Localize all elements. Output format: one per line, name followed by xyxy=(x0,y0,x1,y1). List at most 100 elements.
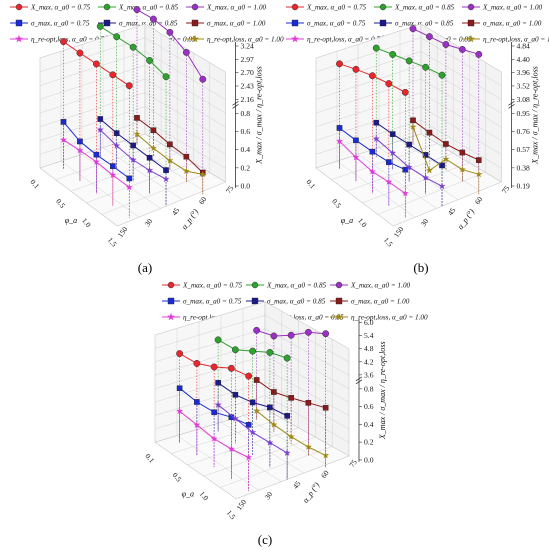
panel-a-legend-label: σ_max, α_a0 = 1.00 xyxy=(207,20,266,28)
z-tick-label: 2.16 xyxy=(241,95,254,104)
wall-gridline xyxy=(420,106,502,155)
wall-gridline xyxy=(420,78,502,128)
floor-gridline xyxy=(362,162,470,203)
wall-gridline xyxy=(144,92,226,141)
z-tick-label: 0.4 xyxy=(364,420,374,429)
wall-gridline xyxy=(144,65,226,114)
data-point xyxy=(193,421,201,428)
data-point xyxy=(60,119,67,125)
data-point xyxy=(210,363,218,371)
z-tick-label: 4.2 xyxy=(364,357,374,366)
floor-gridline xyxy=(357,154,437,209)
z-tick-label: 3.52 xyxy=(517,81,530,90)
data-point xyxy=(215,379,221,386)
panel-a-legend-marker xyxy=(103,19,111,27)
panel-a-legend-marker xyxy=(15,3,23,11)
data-point xyxy=(443,141,449,147)
z-tick-label: 5.4 xyxy=(364,331,374,340)
panel-c-legend-marker xyxy=(167,297,175,305)
panel-a-legend-marker xyxy=(190,34,200,43)
data-point xyxy=(385,80,393,88)
floor-gridline xyxy=(60,161,140,218)
data-point xyxy=(109,71,117,79)
panel-c-legend-label: η_re-opt,loss, α_a0 = 0.85 xyxy=(267,314,344,322)
data-point xyxy=(93,151,100,158)
data-point xyxy=(442,155,450,163)
data-point xyxy=(232,391,239,398)
wall-gridline xyxy=(154,395,266,430)
panel-a-legend-label: σ_max, α_a0 = 0.75 xyxy=(31,20,90,28)
data-point xyxy=(422,63,430,71)
z-tick-label: 0.0 xyxy=(364,455,374,464)
data-point xyxy=(406,141,412,148)
y-tick-label: 45 xyxy=(446,206,458,217)
panel-c-legend-marker xyxy=(251,281,259,289)
wall-gridline xyxy=(315,120,422,155)
data-point xyxy=(133,6,141,14)
floor xyxy=(315,133,503,227)
panel-c-legend-marker xyxy=(334,312,344,321)
x-tick-label: 1.0 xyxy=(80,216,93,229)
panel-c: 6.0 5.4 4.8 4.2 3.6 0.8 0.6 0.4 0.2 0.0 X_max / σ_… xyxy=(143,301,387,547)
floor-gridline xyxy=(377,172,486,215)
data-point xyxy=(283,354,291,362)
z-tick-label: 3.24 xyxy=(241,42,254,51)
wall-gridline xyxy=(39,120,146,155)
panel-b-legend-marker xyxy=(379,3,387,11)
data-point xyxy=(426,129,433,136)
wall-gridline xyxy=(420,37,502,86)
data-point xyxy=(129,43,137,51)
wall-gridline xyxy=(315,106,422,141)
data-point xyxy=(475,50,483,58)
panel-c-legend-label: X_max, α_a0 = 1.00 xyxy=(350,282,411,290)
z-axis-break xyxy=(232,100,239,106)
z-tick-label: 0.8 xyxy=(241,109,251,118)
panel-c-legend-marker xyxy=(335,281,343,289)
z-axis-label: X_max / σ_max / η_re-opt,loss xyxy=(531,66,540,165)
wall-gridline xyxy=(39,92,146,127)
data-point xyxy=(372,135,380,142)
floor xyxy=(154,408,350,500)
data-point xyxy=(227,364,235,372)
wall-gridline xyxy=(420,92,502,141)
wall-gridline xyxy=(39,106,146,141)
wall-gridline xyxy=(144,106,226,155)
z-tick-label: 3.96 xyxy=(517,68,530,77)
wall-gridline xyxy=(315,92,422,127)
data-point xyxy=(133,130,141,138)
data-point xyxy=(409,25,417,33)
wall-gridline xyxy=(264,341,350,390)
z-tick-label: 0.4 xyxy=(241,145,251,154)
floor-gridline xyxy=(187,427,299,466)
data-point xyxy=(125,183,133,191)
series-8 xyxy=(133,130,207,195)
wall-gridline xyxy=(264,395,350,443)
data-point xyxy=(163,167,169,173)
panel-b-legend-marker xyxy=(379,19,387,27)
data-point xyxy=(353,137,359,144)
series-6 xyxy=(176,407,253,491)
floor-gridline xyxy=(55,143,162,180)
data-point xyxy=(405,57,413,65)
x-tick-label: 1.5 xyxy=(106,236,119,249)
series-6 xyxy=(59,136,133,218)
z-tick-label: 0.76 xyxy=(517,127,530,136)
z-tick-label: 0.57 xyxy=(517,145,530,154)
y-tick-label: 30 xyxy=(143,217,155,228)
panel-c-legend-marker xyxy=(251,297,259,305)
panel-c-legend: X_max, α_a0 = 0.75 X_max, α_a0 = 0.85 X_ma… xyxy=(162,282,428,322)
data-point xyxy=(59,136,68,143)
wall-gridline xyxy=(264,355,350,403)
panel-c-legend-label: X_max, α_a0 = 0.85 xyxy=(266,282,327,290)
panel-b-legend-label: X_max, α_a0 = 1.00 xyxy=(482,4,543,12)
data-point xyxy=(304,328,312,336)
z-axis-break xyxy=(508,103,515,109)
data-point xyxy=(113,130,120,136)
y-tick-label: 60 xyxy=(319,468,331,479)
data-point xyxy=(162,175,170,183)
panel-b-legend-marker xyxy=(291,19,299,27)
data-point xyxy=(76,146,84,154)
z-tick-label: 0.0 xyxy=(241,182,251,191)
data-point xyxy=(214,401,222,408)
panel-c-legend-label: σ_max, α_a0 = 1.00 xyxy=(351,298,410,306)
